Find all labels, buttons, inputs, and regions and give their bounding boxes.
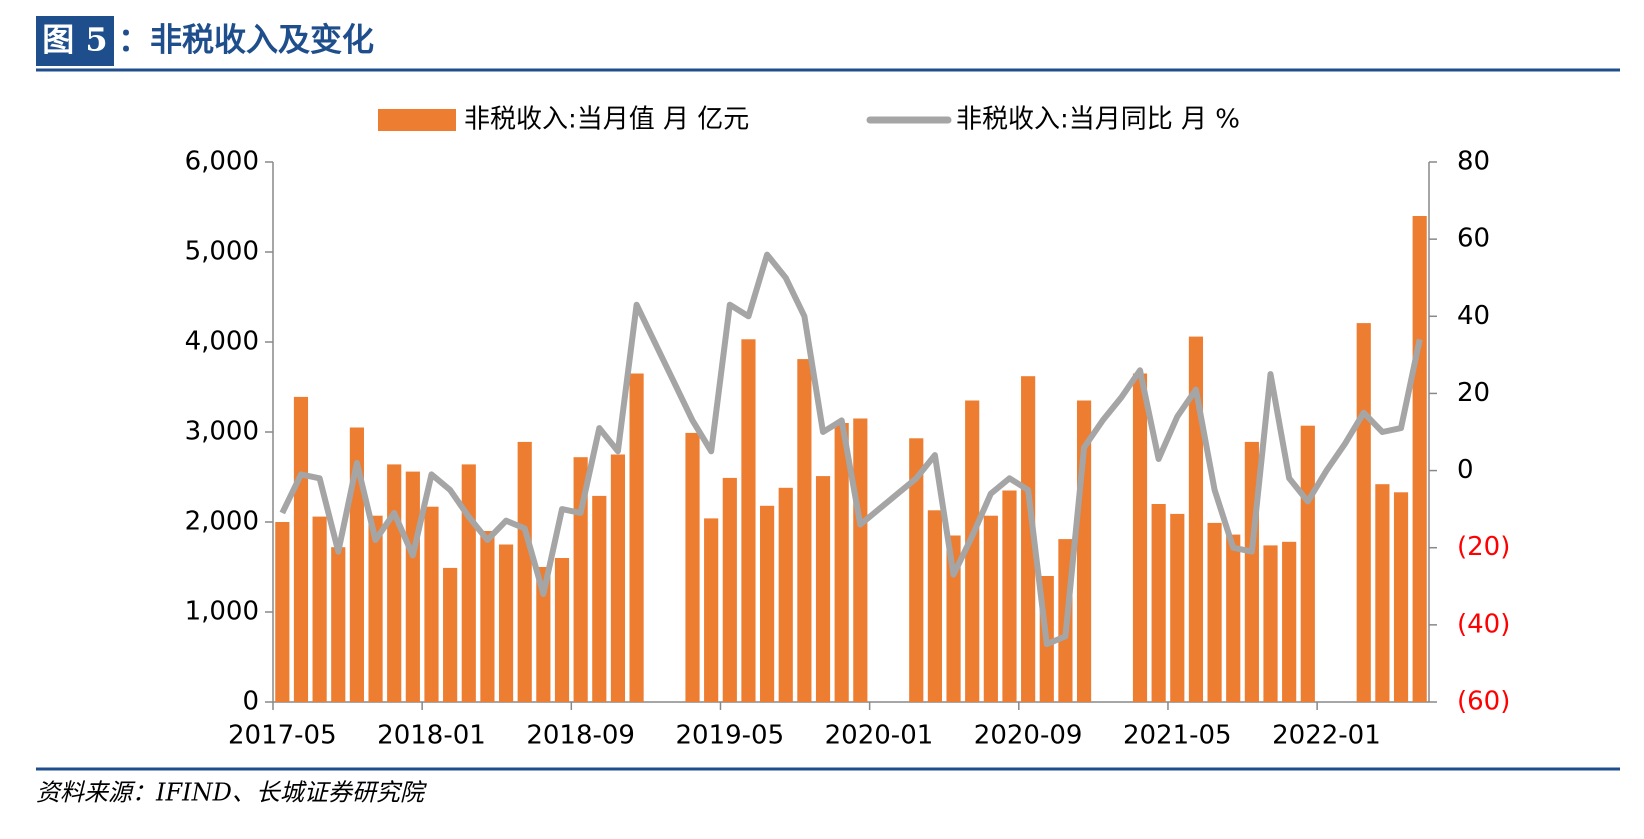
y-tick-label: 2,000 [185, 507, 259, 537]
bar [424, 506, 439, 702]
x-tick-label: 2017-05 [228, 721, 337, 751]
bar [778, 487, 793, 702]
bar [443, 567, 458, 702]
bar [1170, 513, 1185, 702]
bar [722, 477, 737, 702]
bar [498, 544, 514, 702]
bar [909, 438, 924, 702]
figure-label-box [36, 16, 114, 66]
line [279, 251, 1423, 648]
bar [312, 516, 327, 702]
y-tick-label: 1,000 [185, 597, 259, 627]
bar [1412, 216, 1427, 702]
bar [517, 441, 532, 702]
bar [331, 547, 346, 702]
bar [293, 396, 309, 702]
chart-title: ：非税收入及变化 [118, 21, 374, 59]
bar [1207, 522, 1222, 702]
bar [573, 457, 588, 702]
bar [760, 505, 775, 702]
bar [1132, 373, 1148, 702]
bar [927, 510, 942, 702]
x-tick-label: 2020-01 [825, 721, 934, 751]
y2-tick-label: (40) [1457, 609, 1510, 639]
bar [368, 515, 383, 702]
bar [610, 454, 626, 702]
y-tick-label: 3,000 [185, 417, 259, 447]
legend-swatch [378, 109, 456, 131]
figure-label: 图 5 [42, 21, 107, 59]
bar [1282, 541, 1297, 702]
y2-tick-label: 0 [1457, 455, 1474, 485]
bar [629, 373, 644, 702]
x-tick-label: 2018-09 [526, 721, 635, 751]
bar [1393, 492, 1409, 702]
bar [815, 476, 831, 702]
bar [965, 400, 980, 702]
legend-label: 非税收入:当月值 月 亿元 [464, 105, 749, 135]
x-tick-label: 2018-01 [377, 721, 486, 751]
y-tick-label: 5,000 [185, 237, 259, 267]
x-tick-label: 2022-01 [1272, 721, 1381, 751]
bar [834, 423, 849, 702]
bar [349, 427, 364, 702]
bar [1226, 534, 1241, 702]
bar [405, 471, 420, 702]
y-tick-label: 6,000 [185, 147, 259, 177]
bar [1300, 425, 1315, 702]
bar [461, 464, 476, 702]
bar [853, 418, 868, 702]
bar [1356, 323, 1371, 702]
bar [946, 535, 961, 702]
y2-tick-label: 80 [1457, 147, 1490, 177]
bar [592, 495, 607, 702]
bar [387, 464, 402, 702]
bar [685, 432, 700, 702]
y2-tick-label: 60 [1457, 224, 1490, 254]
bar [275, 522, 290, 702]
y2-tick-label: 40 [1457, 301, 1490, 331]
bar [1375, 484, 1390, 702]
bar [554, 558, 570, 702]
bar [480, 531, 495, 702]
y2-tick-label: (60) [1457, 687, 1510, 717]
legend-label: 非税收入:当月同比 月 % [956, 105, 1240, 135]
x-tick-label: 2021-05 [1123, 721, 1232, 751]
y2-tick-label: (20) [1457, 532, 1510, 562]
bar [741, 339, 756, 702]
source: 资料来源：IFIND、长城证券研究院 [36, 779, 428, 807]
x-tick-label: 2019-05 [675, 721, 784, 751]
bar [1263, 545, 1278, 702]
bar [1151, 504, 1166, 702]
bar [1002, 490, 1017, 702]
bar [536, 567, 551, 702]
bar [1188, 336, 1204, 702]
y-tick-label: 0 [242, 687, 259, 717]
y2-tick-label: 20 [1457, 378, 1490, 408]
bar [983, 515, 998, 702]
bar [704, 518, 719, 702]
y-tick-label: 4,000 [185, 327, 259, 357]
bar [1021, 376, 1036, 702]
x-tick-label: 2020-09 [974, 721, 1083, 751]
bar [797, 359, 812, 702]
